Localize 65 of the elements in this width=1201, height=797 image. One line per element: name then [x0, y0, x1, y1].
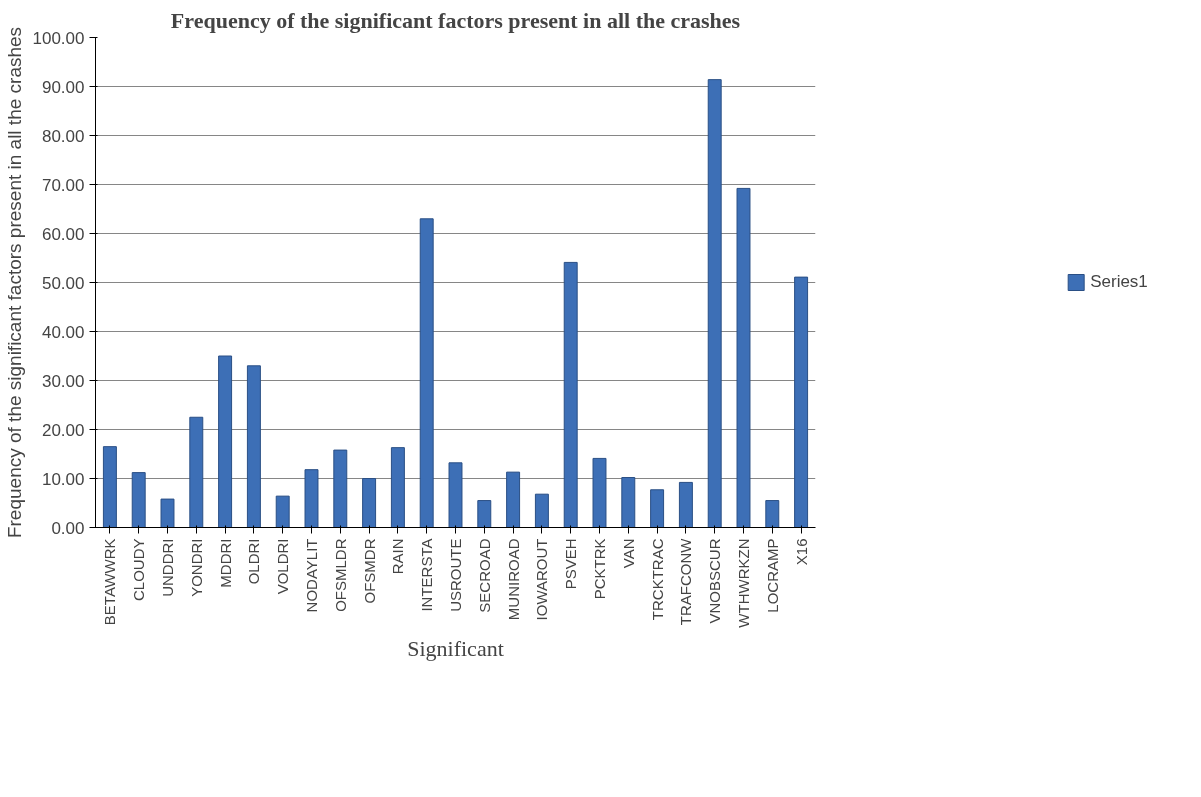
x-tick-label: IOWAROUT: [533, 538, 551, 621]
bar: [131, 472, 146, 528]
y-tick-label: 50.00: [41, 273, 85, 293]
bar: [189, 416, 204, 528]
chart-title: Frequency of the significant factors present in all the crashes: [170, 7, 741, 33]
bar: [160, 498, 175, 528]
y-tick-label: 90.00: [41, 77, 85, 97]
bar: [218, 355, 233, 528]
x-tick-label: UNDDRI: [159, 538, 176, 597]
bar: [102, 446, 117, 528]
bar: [390, 447, 405, 528]
bar: [794, 276, 809, 528]
bar: [621, 477, 636, 528]
bar: [362, 478, 377, 528]
bar: [707, 79, 722, 528]
bar: [765, 500, 780, 528]
x-tick-label: WTHWRKZN: [735, 538, 752, 628]
x-tick-label: VAN: [619, 538, 637, 569]
y-tick-label: 40.00: [41, 322, 85, 342]
x-axis-title: Significant: [407, 635, 504, 661]
bar: [304, 469, 319, 528]
bar: [419, 218, 434, 528]
bar: [678, 481, 693, 528]
x-tick-label: INTERSTA: [418, 538, 436, 612]
x-tick-label: TRAFCONW: [677, 537, 695, 626]
bar: [506, 471, 521, 528]
x-tick-label: PCKTRK: [591, 538, 608, 600]
y-tick-label: 60.00: [41, 224, 85, 244]
x-tick-label: USROUTE: [447, 538, 464, 612]
bar: [477, 500, 492, 528]
x-tick-label: MDDRI: [216, 538, 234, 588]
x-tick-label: LOCRAMP: [763, 538, 781, 613]
x-tick-label: OFSMDR: [360, 538, 378, 604]
x-tick-label: VOLDRI: [274, 538, 292, 595]
bar: [534, 493, 549, 528]
y-tick-label: 70.00: [41, 175, 85, 195]
bar: [736, 187, 751, 528]
x-tick-label: BETAWWRK: [101, 538, 119, 626]
x-tick-label: MUNIROAD: [504, 538, 522, 621]
legend-label: Series1: [1090, 272, 1148, 292]
bar: [275, 495, 290, 528]
bar: [650, 489, 665, 528]
x-tick-label: CLOUDY: [130, 538, 148, 602]
x-tick-label: NODAYLIT: [303, 538, 320, 613]
bar: [448, 462, 463, 528]
x-tick-label: VNOBSCUR: [706, 538, 724, 624]
x-tick-label: RAIN: [389, 538, 407, 575]
bar: [333, 449, 348, 528]
x-tick-label: SECROAD: [475, 538, 493, 613]
bar: [563, 261, 578, 528]
y-tick-label: 20.00: [41, 420, 85, 440]
bar: [592, 457, 607, 528]
x-tick-label: OFSMLDR: [331, 538, 349, 612]
x-tick-label: YONDRI: [187, 538, 205, 597]
y-tick-label: 80.00: [41, 126, 85, 146]
y-tick-label: 0.00: [51, 518, 85, 538]
x-tick-label: PSVEH: [562, 538, 580, 590]
x-tick-label: X16: [792, 538, 810, 566]
y-tick-label: 100.00: [32, 28, 85, 48]
x-tick-label: TRCKTRAC: [648, 538, 666, 621]
y-tick-label: 30.00: [41, 371, 85, 391]
y-axis-title: Frequency of the significant factors present in all the crashes: [3, 26, 25, 539]
y-tick-label: 10.00: [41, 469, 85, 489]
bar: [246, 365, 261, 528]
x-tick-label: OLDRI: [245, 538, 263, 585]
